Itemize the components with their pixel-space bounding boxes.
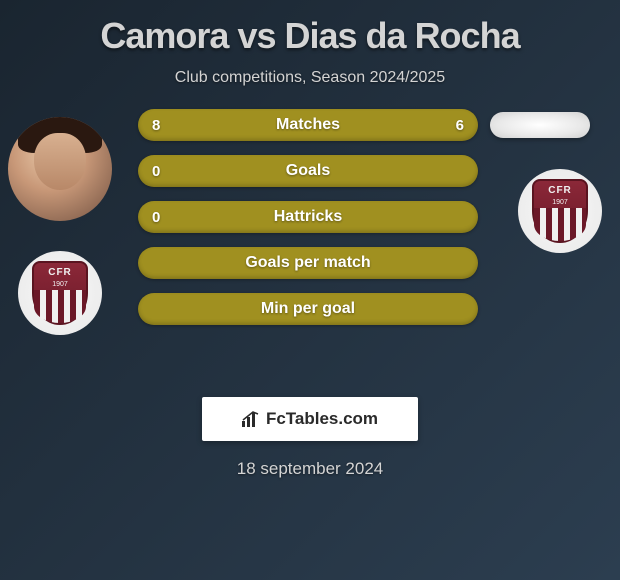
stat-right-value: 6 [456,117,464,134]
chart-icon [242,411,262,427]
footer-brand-suffix: Tables.com [286,409,378,428]
player-right-avatar [490,112,590,138]
stat-bars: 8 Matches 6 0 Goals 0 Hattricks Goals pe… [138,109,478,339]
footer-brand-prefix: Fc [266,409,286,428]
stat-row-matches: 8 Matches 6 [138,109,478,141]
stat-label: Min per goal [261,300,355,318]
avatar-face [34,133,86,190]
stat-row-hattricks: 0 Hattricks [138,201,478,233]
stat-left-value: 0 [152,163,160,180]
shield-stripes [534,208,586,241]
club-badge: CFR 1907 [18,251,102,335]
stat-label: Hattricks [274,208,342,226]
subtitle: Club competitions, Season 2024/2025 [0,69,620,87]
shield-label: CFR [34,267,86,278]
date-text: 18 september 2024 [0,459,620,479]
stat-label: Goals [286,162,330,180]
infographic-container: Camora vs Dias da Rocha Club competition… [0,0,620,489]
stat-label: Goals per match [245,254,370,272]
shield-stripes [34,290,86,323]
club-badge: CFR 1907 [518,169,602,253]
stat-left-value: 8 [152,117,160,134]
club-shield: CFR 1907 [532,179,588,243]
player-left-avatar [8,117,112,221]
shield-year: 1907 [534,199,586,206]
stats-area: CFR 1907 CFR 1907 8 Matches 6 [0,117,620,397]
shield-year: 1907 [34,281,86,288]
stat-row-goals-per-match: Goals per match [138,247,478,279]
page-title: Camora vs Dias da Rocha [0,15,620,57]
stat-row-goals: 0 Goals [138,155,478,187]
footer-badge: FcTables.com [202,397,418,441]
stat-row-min-per-goal: Min per goal [138,293,478,325]
stat-left-value: 0 [152,209,160,226]
club-badge-left: CFR 1907 [18,251,102,335]
stat-label: Matches [276,116,340,134]
club-badge-right: CFR 1907 [518,169,602,253]
club-shield: CFR 1907 [32,261,88,325]
footer-brand: FcTables.com [266,409,378,429]
shield-label: CFR [534,185,586,196]
